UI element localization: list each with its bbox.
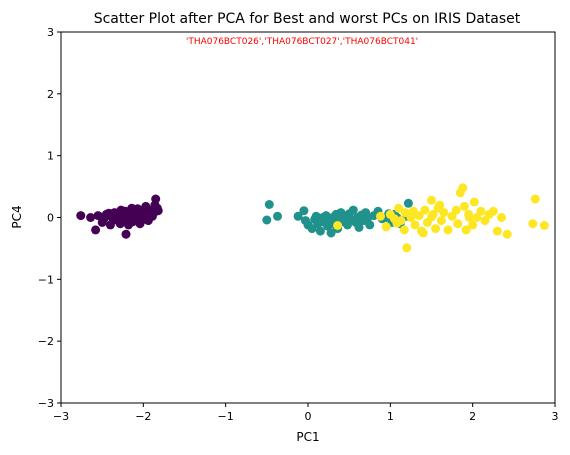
scatter-point-class-2: [458, 183, 467, 192]
scatter-point-class-2: [411, 220, 420, 229]
x-tick-label: −1: [218, 410, 234, 423]
x-tick-label: 3: [552, 410, 559, 423]
y-tick-label: −1: [38, 273, 54, 286]
scatter-point-class-1: [316, 227, 325, 236]
scatter-point-class-0: [86, 213, 95, 222]
y-axis-label: PC4: [10, 205, 24, 228]
x-axis-label: PC1: [296, 430, 319, 444]
scatter-point-class-2: [392, 219, 401, 228]
y-tick-label: 2: [47, 88, 54, 101]
scatter-point-class-2: [470, 198, 479, 207]
scatter-point-class-2: [453, 219, 462, 228]
scatter-point-class-2: [444, 225, 453, 234]
y-tick-label: −3: [38, 397, 54, 410]
scatter-point-class-0: [91, 225, 100, 234]
scatter-point-class-2: [531, 195, 540, 204]
chart-annotation: 'THA076BCT026','THA076BCT027','THA076BCT…: [186, 37, 418, 47]
scatter-point-class-2: [540, 221, 549, 230]
scatter-point-class-2: [503, 230, 512, 239]
scatter-point-class-0: [154, 206, 163, 215]
scatter-point-class-2: [400, 225, 409, 234]
scatter-point-class-2: [528, 219, 537, 228]
scatter-point-class-2: [419, 229, 428, 238]
scatter-point-class-2: [402, 243, 411, 252]
scatter-point-class-2: [497, 213, 506, 222]
x-tick-label: −2: [135, 410, 151, 423]
y-tick-label: 0: [47, 212, 54, 225]
data-points: [76, 183, 549, 252]
scatter-point-class-0: [151, 195, 160, 204]
scatter-point-class-2: [476, 207, 485, 216]
scatter-point-class-2: [493, 227, 502, 236]
scatter-point-class-1: [273, 212, 282, 221]
scatter-point-class-0: [122, 230, 131, 239]
chart-title: Scatter Plot after PCA for Best and wors…: [94, 11, 521, 27]
scatter-point-class-2: [333, 221, 342, 230]
scatter-point-class-2: [382, 222, 391, 231]
scatter-point-class-2: [460, 202, 469, 211]
scatter-point-class-1: [262, 216, 271, 225]
scatter-point-class-2: [439, 208, 448, 217]
y-tick-label: −2: [38, 335, 54, 348]
scatter-point-class-0: [104, 209, 113, 218]
x-tick-label: −3: [53, 410, 69, 423]
scatter-point-class-1: [332, 212, 341, 221]
scatter-point-class-2: [437, 216, 446, 225]
x-tick-label: 2: [469, 410, 476, 423]
scatter-point-class-1: [404, 199, 413, 208]
x-tick-label: 1: [387, 410, 394, 423]
scatter-point-class-2: [465, 213, 474, 222]
x-axis: −3 −2 −1 0 1 2 3: [53, 403, 559, 423]
scatter-point-class-2: [427, 212, 436, 221]
scatter-point-class-2: [431, 224, 440, 233]
y-tick-label: 3: [47, 26, 54, 39]
scatter-point-class-1: [299, 206, 308, 215]
scatter-point-class-2: [420, 206, 429, 215]
y-axis: −3 −2 −1 0 1 2 3: [38, 26, 61, 410]
scatter-point-class-2: [489, 207, 498, 216]
y-tick-label: 1: [47, 150, 54, 163]
scatter-point-class-2: [427, 196, 436, 205]
scatter-point-class-1: [365, 220, 374, 229]
scatter-point-class-2: [452, 206, 461, 215]
scatter-point-class-1: [265, 200, 274, 209]
scatter-point-class-2: [376, 212, 385, 221]
x-tick-label: 0: [305, 410, 312, 423]
scatter-point-class-0: [76, 211, 85, 220]
